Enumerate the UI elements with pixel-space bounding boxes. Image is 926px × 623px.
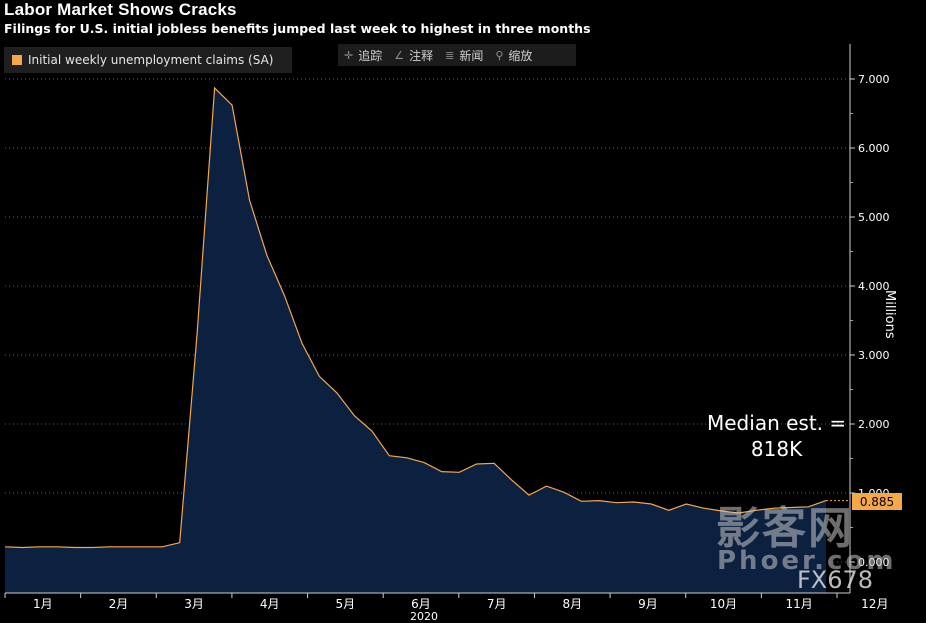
y-tick-label: 7.000 bbox=[858, 73, 890, 86]
watermark-en: Phoer.com bbox=[717, 546, 897, 576]
last-value-badge: 0.885 bbox=[852, 493, 902, 510]
legend[interactable]: Initial weekly unemployment claims (SA) bbox=[4, 47, 292, 73]
tool-label: 追踪 bbox=[358, 48, 383, 63]
legend-label: Initial weekly unemployment claims (SA) bbox=[28, 53, 274, 67]
x-tick-label: 7月 bbox=[487, 597, 507, 611]
annotation-line-2: 818K bbox=[750, 437, 803, 461]
page-title: Labor Market Shows Cracks bbox=[4, 0, 237, 19]
y-tick-label: 0.000 bbox=[858, 556, 890, 569]
chart-toolbar: ✛ 追踪 ∠ 注释 ≣ 新闻 ⚲ 缩放 bbox=[338, 44, 576, 66]
tool-annotate[interactable]: ∠ 注释 bbox=[388, 47, 439, 64]
y-tick-label: 3.000 bbox=[858, 349, 890, 362]
x-tick-label: 5月 bbox=[336, 597, 356, 611]
y-tick-label: 4.000 bbox=[858, 280, 890, 293]
y-axis-title: Millions bbox=[882, 290, 897, 339]
tool-crosshair[interactable]: ✛ 追踪 bbox=[338, 47, 388, 64]
crosshair-icon: ✛ bbox=[344, 48, 354, 62]
median-annotation: Median est. = 818K bbox=[707, 410, 846, 462]
tool-zoom[interactable]: ⚲ 缩放 bbox=[489, 47, 538, 64]
x-tick-label: 10月 bbox=[710, 597, 737, 611]
x-tick-label: 6月 bbox=[411, 597, 431, 611]
x-tick-label: 4月 bbox=[260, 597, 280, 611]
x-tick-label: 9月 bbox=[638, 597, 658, 611]
tool-label: 注释 bbox=[409, 48, 434, 63]
news-icon: ≣ bbox=[445, 48, 455, 62]
y-tick-label: 6.000 bbox=[858, 142, 890, 155]
x-tick-label: 8月 bbox=[562, 597, 582, 611]
x-tick-label: 3月 bbox=[184, 597, 204, 611]
tool-news[interactable]: ≣ 新闻 bbox=[439, 47, 489, 64]
x-tick-label: 1月 bbox=[33, 597, 53, 611]
tool-label: 缩放 bbox=[508, 48, 533, 63]
page-subtitle: Filings for U.S. initial jobless benefit… bbox=[4, 21, 591, 36]
zoom-icon: ⚲ bbox=[495, 48, 504, 62]
watermark-fx: FX678 bbox=[797, 566, 874, 594]
x-tick-label: 12月 bbox=[861, 597, 888, 611]
year-label: 2020 bbox=[410, 610, 438, 623]
series-area bbox=[5, 88, 826, 593]
x-tick-label: 11月 bbox=[786, 597, 813, 611]
y-tick-label: 5.000 bbox=[858, 211, 890, 224]
tool-label: 新闻 bbox=[459, 48, 484, 63]
legend-swatch bbox=[12, 55, 22, 65]
annotation-line-1: Median est. = bbox=[707, 411, 847, 435]
series-line bbox=[4, 86, 827, 549]
watermark-cn: 影客网 bbox=[716, 503, 854, 554]
y-tick-label: 2.000 bbox=[858, 418, 890, 431]
pen-icon: ∠ bbox=[394, 48, 405, 62]
x-tick-label: 2月 bbox=[109, 597, 129, 611]
